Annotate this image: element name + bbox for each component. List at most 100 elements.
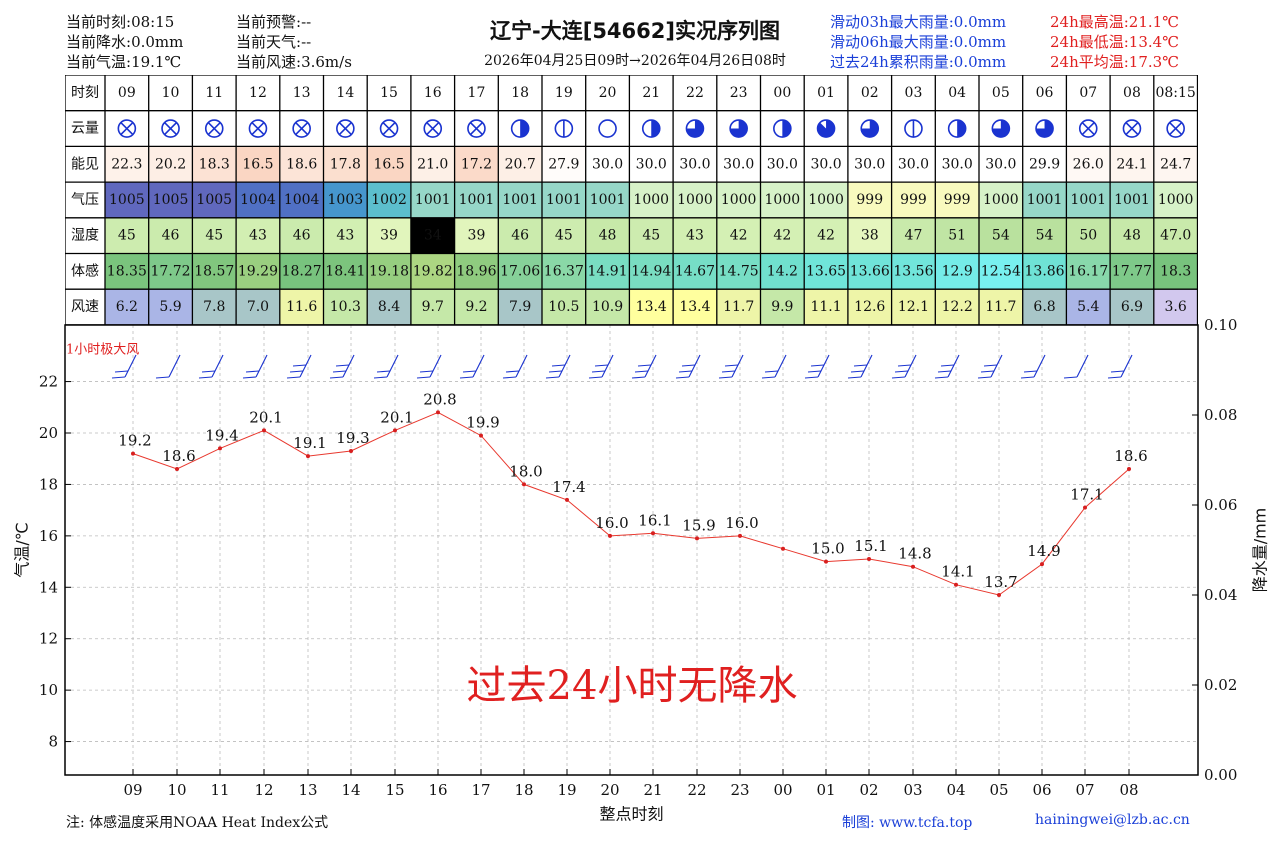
temperature-label: 16.1 — [638, 511, 671, 529]
x-tick-label: 14 — [341, 781, 360, 799]
cell-humidity: 39 — [380, 228, 398, 244]
y-tick-label: 14 — [39, 578, 58, 596]
temp-stat-max: 24h最高温:21.1℃ — [1050, 13, 1179, 31]
wind-barb-flag — [634, 370, 649, 373]
time-cell: 07 — [1079, 85, 1097, 101]
temperature-point — [781, 546, 785, 551]
wind-barb — [416, 354, 442, 379]
cell-pressure-bg — [542, 182, 586, 218]
observation-table: 时刻 09 10 11 12 13 14 15 16 17 18 19 20 21 22 23 00 01 02 03… — [65, 75, 1198, 325]
cell-visibility-bg — [1153, 146, 1198, 183]
cell-wind: 10.3 — [330, 299, 361, 315]
time-cell: 18 — [511, 85, 529, 101]
y-axis-label: 气温/℃ — [13, 522, 32, 577]
wind-barb-staff — [904, 354, 917, 378]
y-tick-label: 16 — [39, 527, 58, 545]
cloud-cross — [426, 121, 440, 136]
cell-feel: 14.94 — [631, 263, 671, 279]
cell-humidity: 42 — [730, 228, 748, 244]
cell-humidity: 42 — [773, 228, 791, 244]
wind-barb-staff — [731, 354, 744, 378]
cell-feel: 18.41 — [325, 263, 365, 279]
cell-wind: 11.7 — [985, 299, 1016, 315]
cell-humidity: 48 — [1123, 228, 1141, 244]
cell-wind: 9.9 — [771, 299, 793, 315]
cloud-fill — [520, 120, 529, 138]
wind-barb-flag — [548, 370, 563, 373]
cell-wind: 5.9 — [159, 299, 181, 315]
cloud-cover-icon — [729, 119, 748, 138]
x-axis-label: 整点时刻 — [599, 805, 663, 824]
cell-visibility-bg — [673, 146, 717, 183]
wind-barb-flag — [292, 364, 307, 367]
temperature-point — [436, 410, 440, 415]
cell-visibility: 16.5 — [242, 156, 273, 172]
cloud-cover-icon — [554, 119, 574, 138]
wind-barb-staff — [774, 354, 787, 378]
cell-pressure: 1001 — [1070, 192, 1106, 208]
y2-tick-label: 0.10 — [1204, 316, 1237, 334]
row-label-feel: 体感 — [71, 262, 99, 279]
x-tick-label: 10 — [167, 781, 186, 799]
cloud-circle — [1122, 119, 1142, 138]
cell-humidity: 46 — [511, 228, 529, 244]
temperature-line — [132, 411, 1130, 596]
cell-wind-bg — [979, 289, 1023, 325]
wind-barb — [1107, 354, 1133, 379]
cell-visibility: 30.0 — [723, 156, 754, 172]
current-temp: 当前气温:19.1℃ — [66, 53, 182, 71]
wind-barb-flag — [419, 370, 434, 373]
wind-barb-staff — [386, 354, 399, 378]
x-tick-label: 13 — [298, 781, 317, 799]
cell-visibility-bg — [410, 146, 455, 183]
rain-stat-3h: 滑动03h最大雨量:0.0mm — [830, 13, 1007, 31]
cloud-circle — [204, 119, 224, 138]
cell-humidity-bg — [323, 217, 368, 254]
cell-feel: 18.27 — [282, 263, 322, 279]
cell-feel-bg — [192, 253, 237, 290]
wind-barb-flag — [551, 364, 566, 367]
temperature-point — [262, 428, 266, 433]
cell-wind-bg — [1153, 289, 1198, 325]
cell-wind: 5.4 — [1077, 299, 1099, 315]
cell-wind: 12.6 — [854, 299, 885, 315]
cell-wind: 12.2 — [942, 299, 973, 315]
cloud-circle — [379, 119, 399, 138]
cloud-circle — [1166, 119, 1185, 138]
wind-barb — [675, 354, 701, 379]
wind-barb-flag — [853, 364, 868, 367]
wind-barb — [977, 354, 1003, 379]
wind-barb-staff — [817, 354, 830, 378]
cell-visibility: 30.0 — [636, 156, 667, 172]
cell-pressure-bg — [236, 182, 280, 218]
cell-visibility-bg — [804, 146, 848, 183]
cell-visibility: 18.6 — [286, 156, 317, 172]
x-tick-label: 21 — [643, 781, 662, 799]
wind-barb — [111, 354, 137, 379]
y-tick-label: 18 — [39, 475, 58, 493]
time-cell: 01 — [817, 85, 835, 101]
cell-humidity: 50 — [1079, 228, 1097, 244]
cell-wind: 7.8 — [203, 299, 225, 315]
cell-pressure: 1000 — [1158, 192, 1194, 208]
wind-barb — [847, 354, 873, 379]
cloud-cover-icon — [423, 119, 443, 138]
cell-pressure: 999 — [944, 192, 971, 208]
x-tick-label: 09 — [123, 781, 142, 799]
cell-wind-bg — [1022, 289, 1067, 325]
y2-tick-label: 0.02 — [1204, 676, 1237, 694]
cell-feel-bg — [760, 253, 805, 290]
cell-feel: 13.86 — [1025, 263, 1065, 279]
wind-barb-flag — [198, 376, 213, 379]
cell-humidity-bg — [629, 217, 674, 254]
wind-barb-flag — [286, 376, 301, 379]
cell-humidity: 54 — [992, 228, 1010, 244]
wind-barb-staff — [1120, 354, 1133, 378]
cloud-cover-icon — [598, 119, 617, 138]
cell-pressure-bg — [1110, 182, 1154, 218]
cell-visibility: 20.7 — [505, 156, 536, 172]
cell-pressure: 1002 — [371, 192, 407, 208]
cell-humidity-bg — [367, 217, 411, 254]
time-cell: 09 — [118, 85, 136, 101]
time-cell: 06 — [1036, 85, 1054, 101]
